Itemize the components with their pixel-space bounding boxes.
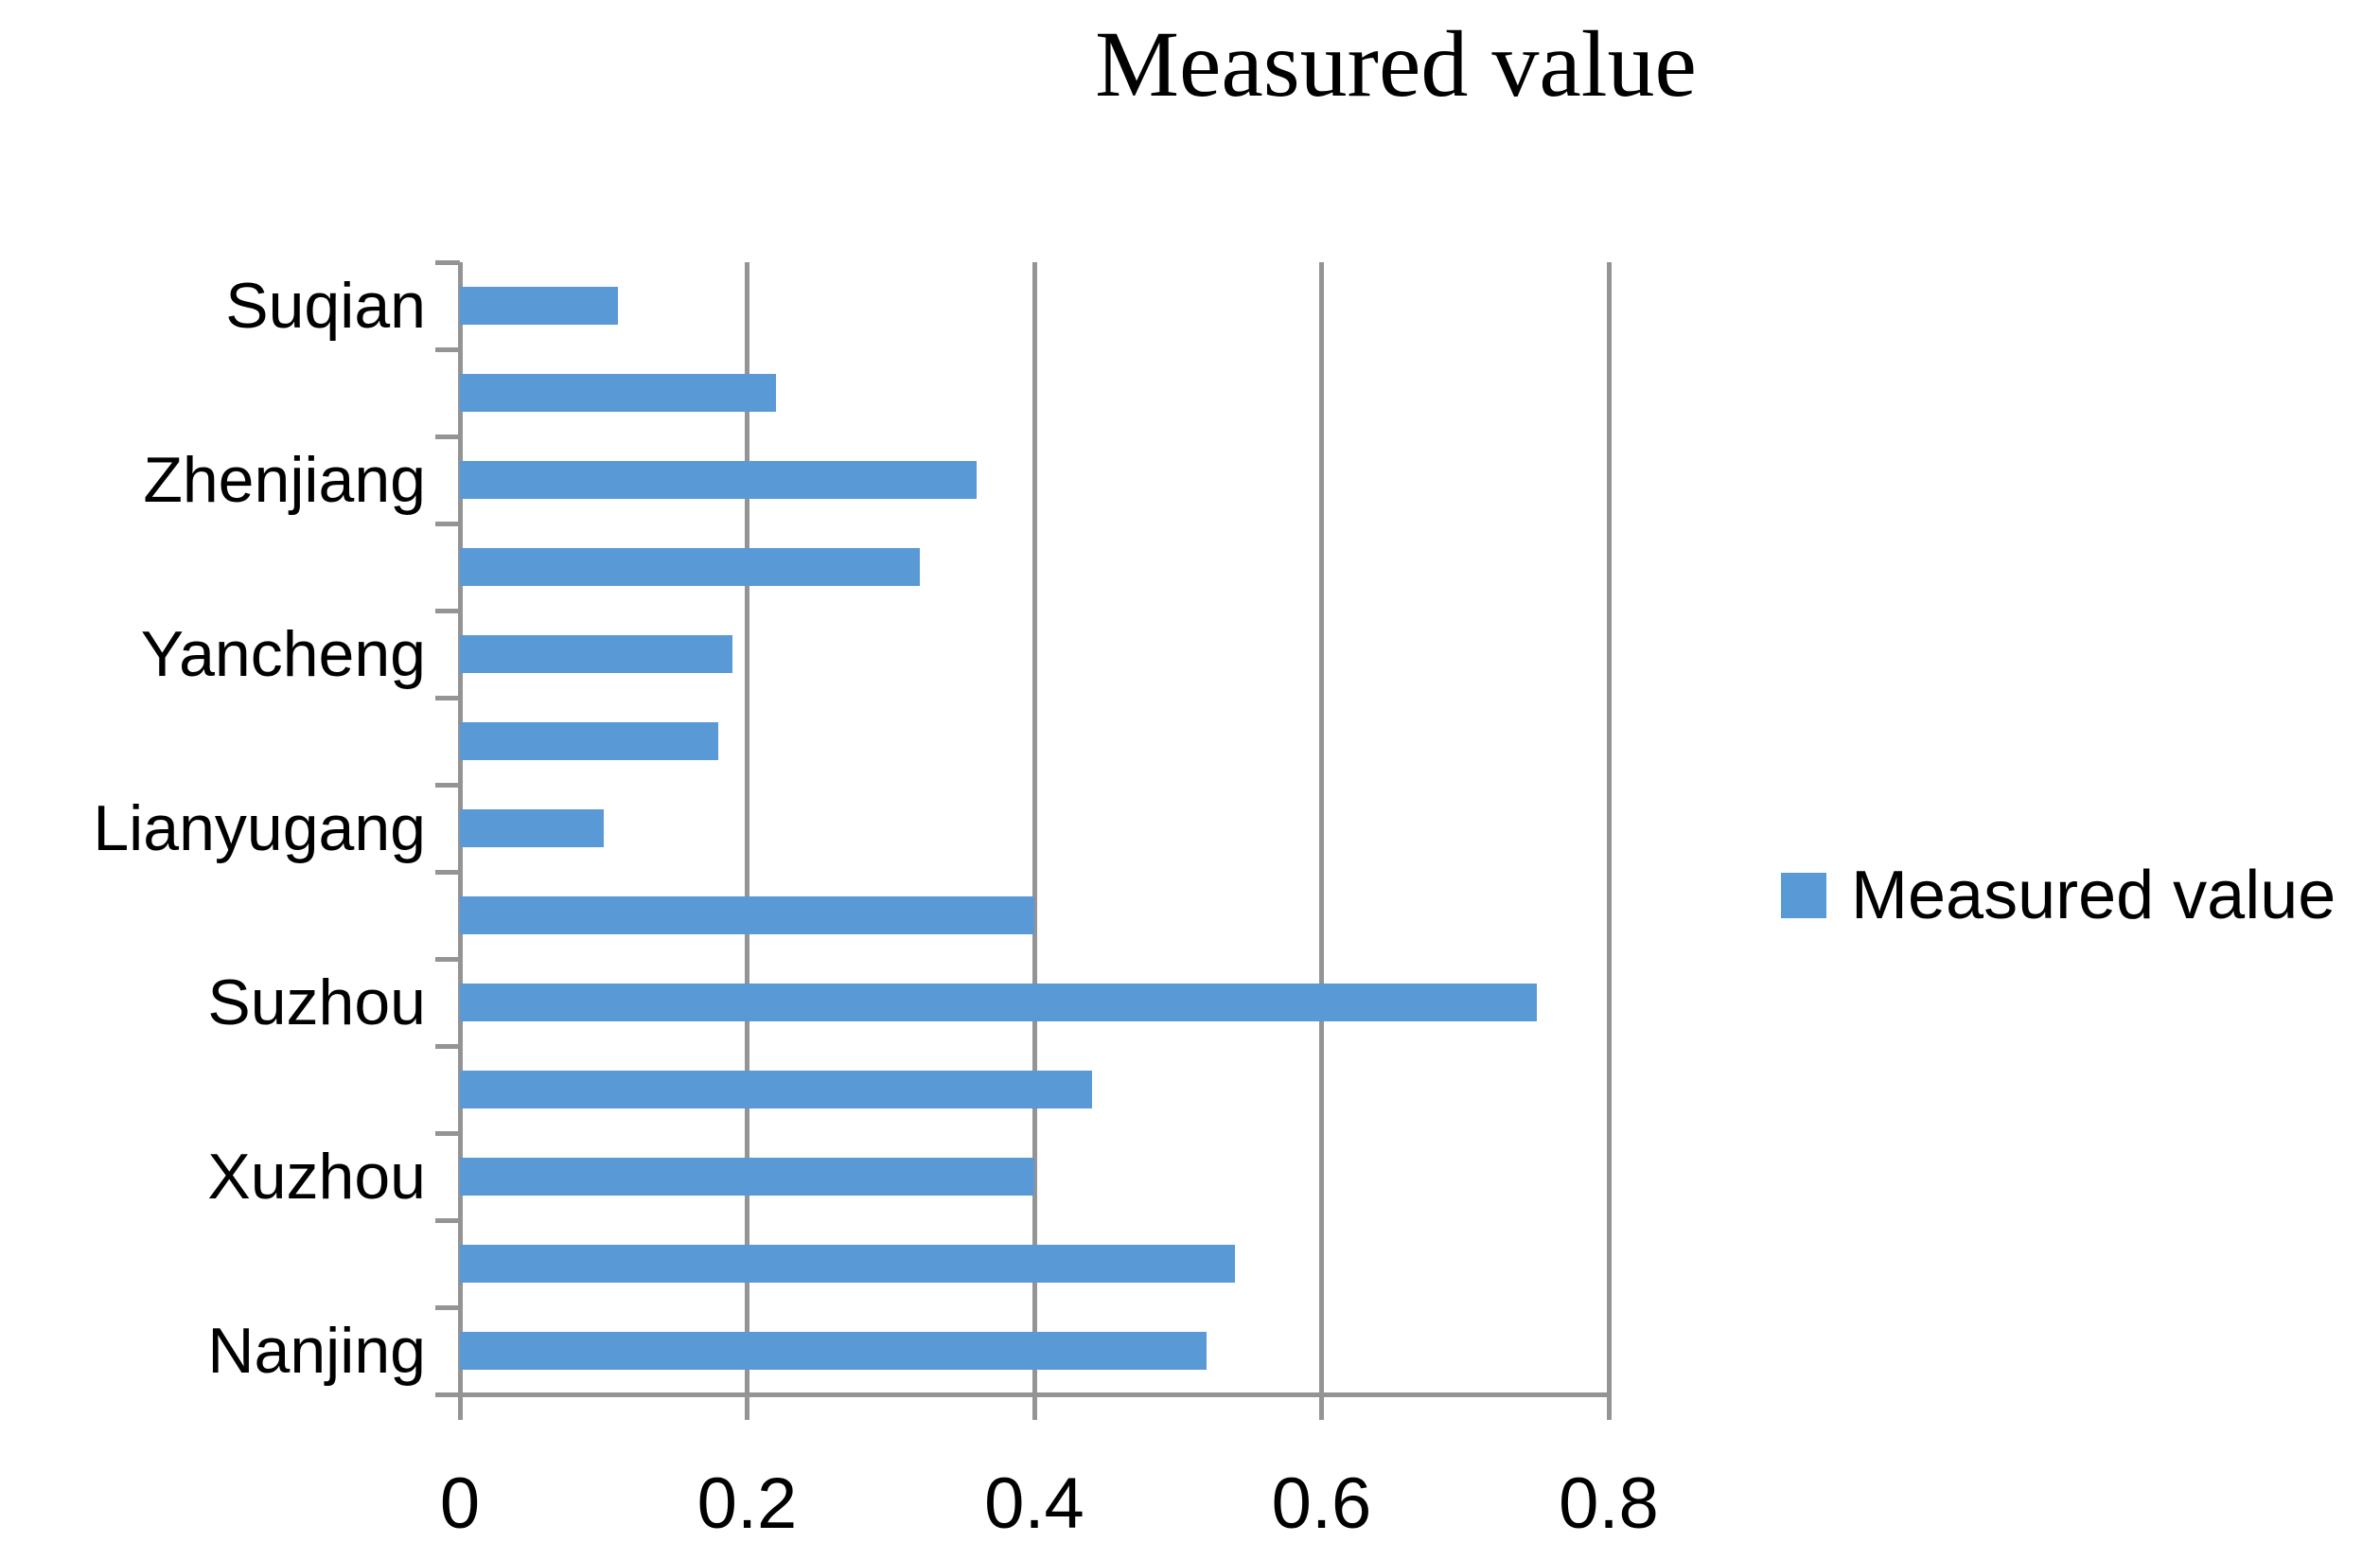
x-axis-tick [745,1394,749,1420]
x-axis-tick-label: 0.4 [984,1463,1084,1544]
bar-Suqian [460,287,618,325]
chart-title: Measured value [1095,11,1697,116]
gridline [745,262,749,1394]
y-axis-tick [435,346,460,352]
y-axis-tick [435,1304,460,1310]
y-axis-tick [435,521,460,526]
bar-Xuzhou [460,1158,1034,1196]
y-axis-tick [435,1043,460,1049]
bar-Zhenjiang [460,461,978,499]
y-axis-label-Suqian: Suqian [225,270,426,342]
x-axis-tick [1031,1394,1037,1420]
y-axis-label-Lianyugang: Lianyugang [93,792,426,864]
bar-row6 [460,722,719,760]
gridline [1319,262,1324,1394]
bar-Nanjing [460,1332,1208,1370]
x-axis-tick [1319,1394,1324,1420]
bar-row4 [460,548,920,586]
y-axis-tick [435,695,460,700]
x-axis-tick-label: 0.8 [1559,1463,1659,1544]
bar-Lianyugang [460,809,604,847]
y-axis-label-Zhenjiang: Zhenjiang [143,444,426,516]
bar-Yancheng [460,635,733,673]
y-axis-label-Yancheng: Yancheng [140,618,426,690]
y-axis-tick [435,1217,460,1223]
bar-row2 [460,374,776,412]
x-axis-tick-label: 0.2 [696,1463,798,1544]
bar-row8 [460,896,1034,934]
x-axis-tick [457,1394,463,1420]
y-axis-tick [435,259,460,265]
y-axis-tick [435,608,460,613]
bar-row12 [460,1245,1236,1283]
y-axis-label-Nanjing: Nanjing [207,1315,426,1387]
legend: Measured value [1781,857,2336,934]
x-axis-tick-label: 0.6 [1271,1463,1372,1544]
legend-label: Measured value [1851,858,2336,933]
y-axis-tick [435,434,460,439]
x-axis-line [435,1392,1612,1397]
x-axis-tick-label: 0 [439,1463,481,1544]
bar-Suzhou [460,984,1538,1021]
gridline [1031,262,1037,1394]
x-axis-tick [1606,1394,1612,1420]
bar-row10 [460,1071,1092,1108]
y-axis-label-Xuzhou: Xuzhou [207,1141,426,1213]
legend-marker-icon [1781,873,1826,918]
y-axis-tick [435,1130,460,1136]
y-axis-tick [435,956,460,962]
y-axis-tick [435,869,460,875]
y-axis-tick [435,782,460,788]
y-axis-label-Suzhou: Suzhou [207,966,426,1038]
y-axis-tick [435,1392,460,1397]
gridline [1606,262,1612,1394]
